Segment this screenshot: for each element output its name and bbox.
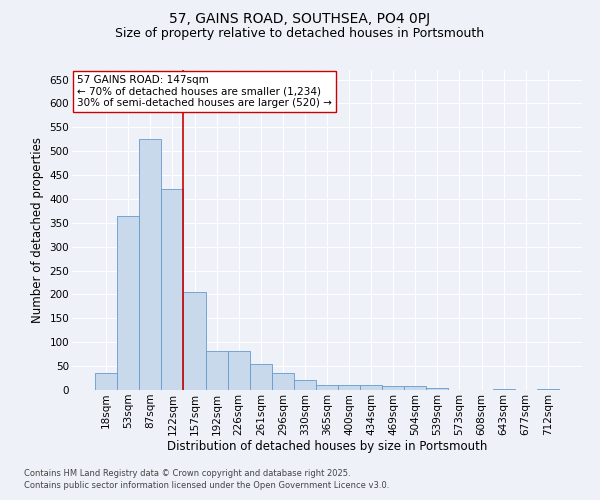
Bar <box>272 374 294 390</box>
Bar <box>117 216 139 390</box>
Bar <box>250 364 272 390</box>
Bar <box>161 190 184 390</box>
Bar <box>316 385 338 390</box>
Bar <box>139 140 161 390</box>
Text: Size of property relative to detached houses in Portsmouth: Size of property relative to detached ho… <box>115 28 485 40</box>
Bar <box>184 292 206 390</box>
Bar <box>294 380 316 390</box>
Bar <box>95 374 117 390</box>
Bar <box>338 385 360 390</box>
Bar <box>427 388 448 390</box>
X-axis label: Distribution of detached houses by size in Portsmouth: Distribution of detached houses by size … <box>167 440 487 454</box>
Bar <box>360 385 382 390</box>
Text: 57, GAINS ROAD, SOUTHSEA, PO4 0PJ: 57, GAINS ROAD, SOUTHSEA, PO4 0PJ <box>169 12 431 26</box>
Bar <box>227 351 250 390</box>
Y-axis label: Number of detached properties: Number of detached properties <box>31 137 44 323</box>
Text: 57 GAINS ROAD: 147sqm
← 70% of detached houses are smaller (1,234)
30% of semi-d: 57 GAINS ROAD: 147sqm ← 70% of detached … <box>77 75 332 108</box>
Text: Contains HM Land Registry data © Crown copyright and database right 2025.: Contains HM Land Registry data © Crown c… <box>24 468 350 477</box>
Bar <box>493 388 515 390</box>
Bar <box>206 351 227 390</box>
Text: Contains public sector information licensed under the Open Government Licence v3: Contains public sector information licen… <box>24 481 389 490</box>
Bar <box>537 388 559 390</box>
Bar <box>382 386 404 390</box>
Bar <box>404 386 427 390</box>
